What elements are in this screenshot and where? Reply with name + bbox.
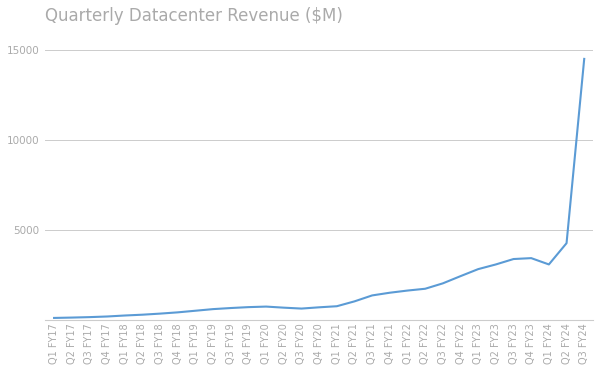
Text: Quarterly Datacenter Revenue ($M): Quarterly Datacenter Revenue ($M) xyxy=(45,7,343,25)
